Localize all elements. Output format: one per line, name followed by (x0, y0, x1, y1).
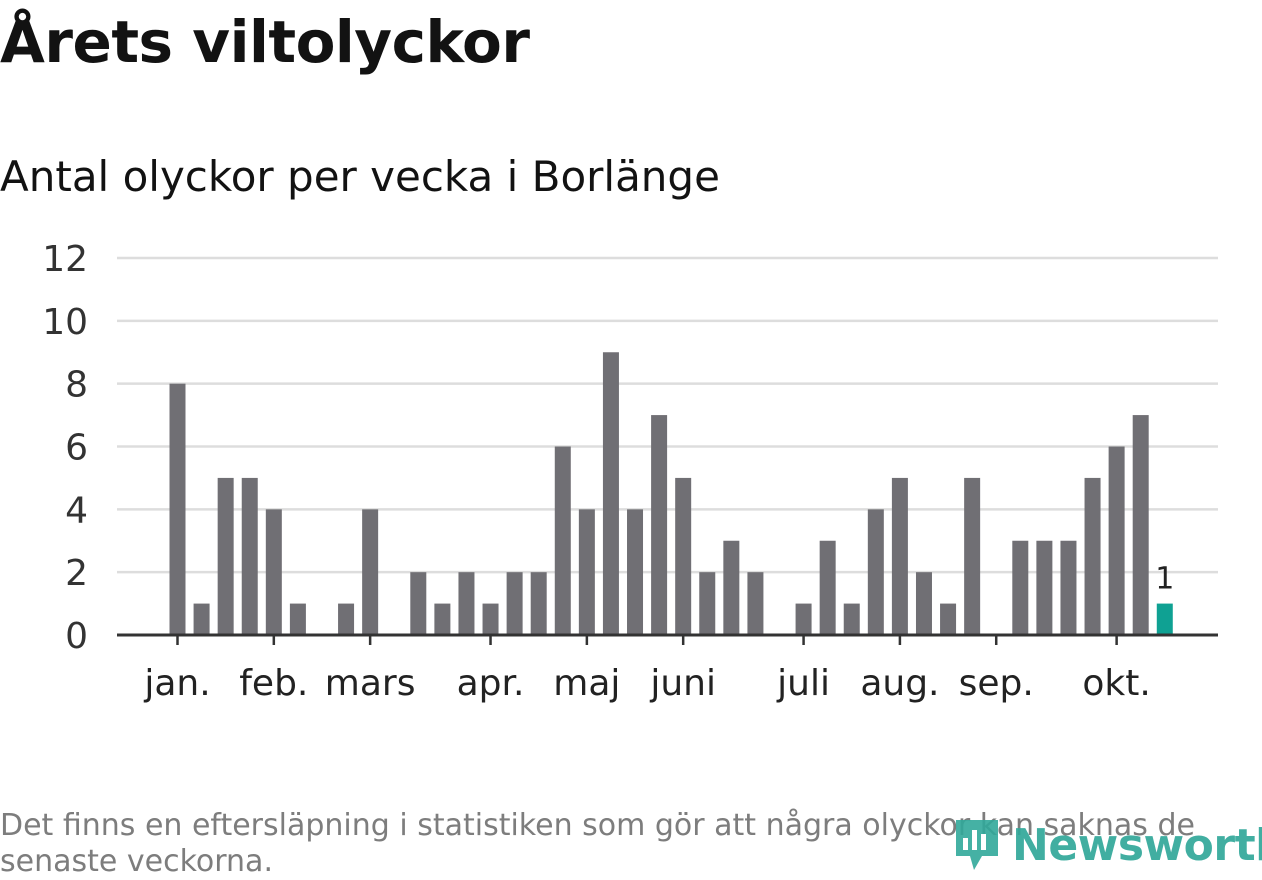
newsworthy-logo-icon (956, 820, 998, 870)
bar (506, 572, 523, 635)
bar-highlight (1156, 603, 1173, 635)
y-tick-label: 6 (65, 428, 88, 469)
bar (1036, 540, 1053, 635)
y-tick-label: 8 (65, 365, 88, 406)
chart-title: Årets viltolyckor (0, 8, 530, 76)
bar (241, 477, 258, 635)
y-tick-label: 0 (65, 616, 88, 657)
x-tick-label: maj (553, 663, 620, 704)
brand-name: Newsworthy (1012, 819, 1262, 871)
x-tick-label: juli (776, 663, 830, 704)
bar (1012, 540, 1029, 635)
bar (819, 540, 836, 635)
bar-chart: 0 2 4 6 8 10 12 jan. feb. mars apr. maj juni juli aug… (42, 239, 1218, 704)
bars (169, 352, 1173, 635)
bar (723, 540, 740, 635)
x-tick-label: sep. (959, 663, 1034, 704)
x-tick-label: mars (325, 663, 416, 704)
bar (169, 383, 186, 635)
y-tick-label: 4 (65, 490, 88, 531)
data-labels: 1 (1155, 562, 1174, 597)
bar (362, 509, 379, 635)
bar (891, 477, 908, 635)
bar (1060, 540, 1077, 635)
bar (217, 477, 234, 635)
bar (964, 477, 981, 635)
bar (602, 352, 619, 635)
bar (1108, 446, 1125, 635)
bar (627, 509, 644, 635)
y-tick-label: 2 (65, 553, 88, 594)
bar (867, 509, 884, 635)
bar (193, 603, 210, 635)
data-label-last: 1 (1155, 562, 1174, 597)
gridlines (117, 256, 1218, 574)
bar (675, 477, 692, 635)
bar (1084, 477, 1101, 635)
bar (699, 572, 716, 635)
x-tick-label: feb. (239, 663, 308, 704)
x-axis: jan. feb. mars apr. maj juni juli aug. sep. okt. (117, 633, 1218, 704)
chart-subtitle: Antal olyckor per vecka i Borlänge (0, 152, 720, 201)
bar (1132, 415, 1149, 635)
bar (458, 572, 475, 635)
bar (915, 572, 932, 635)
bar (530, 572, 547, 635)
bar (265, 509, 282, 635)
y-tick-label: 12 (42, 239, 88, 280)
bar (410, 572, 427, 635)
bar (651, 415, 668, 635)
bar (434, 603, 451, 635)
y-tick-label: 10 (42, 302, 88, 343)
brand-logo: Newsworthy (952, 812, 1262, 878)
x-tick-label: okt. (1082, 663, 1150, 704)
x-tick-label: juni (649, 663, 716, 704)
bar (795, 603, 812, 635)
x-tick-label: jan. (143, 663, 210, 704)
x-tick-label: aug. (860, 663, 939, 704)
bar (554, 446, 571, 635)
bar (747, 572, 764, 635)
bar (843, 603, 860, 635)
y-axis-ticks: 0 2 4 6 8 10 12 (42, 239, 88, 657)
bar (482, 603, 499, 635)
bar (338, 603, 355, 635)
bar (578, 509, 595, 635)
bar (940, 603, 957, 635)
bar (289, 603, 306, 635)
x-tick-label: apr. (457, 663, 525, 704)
